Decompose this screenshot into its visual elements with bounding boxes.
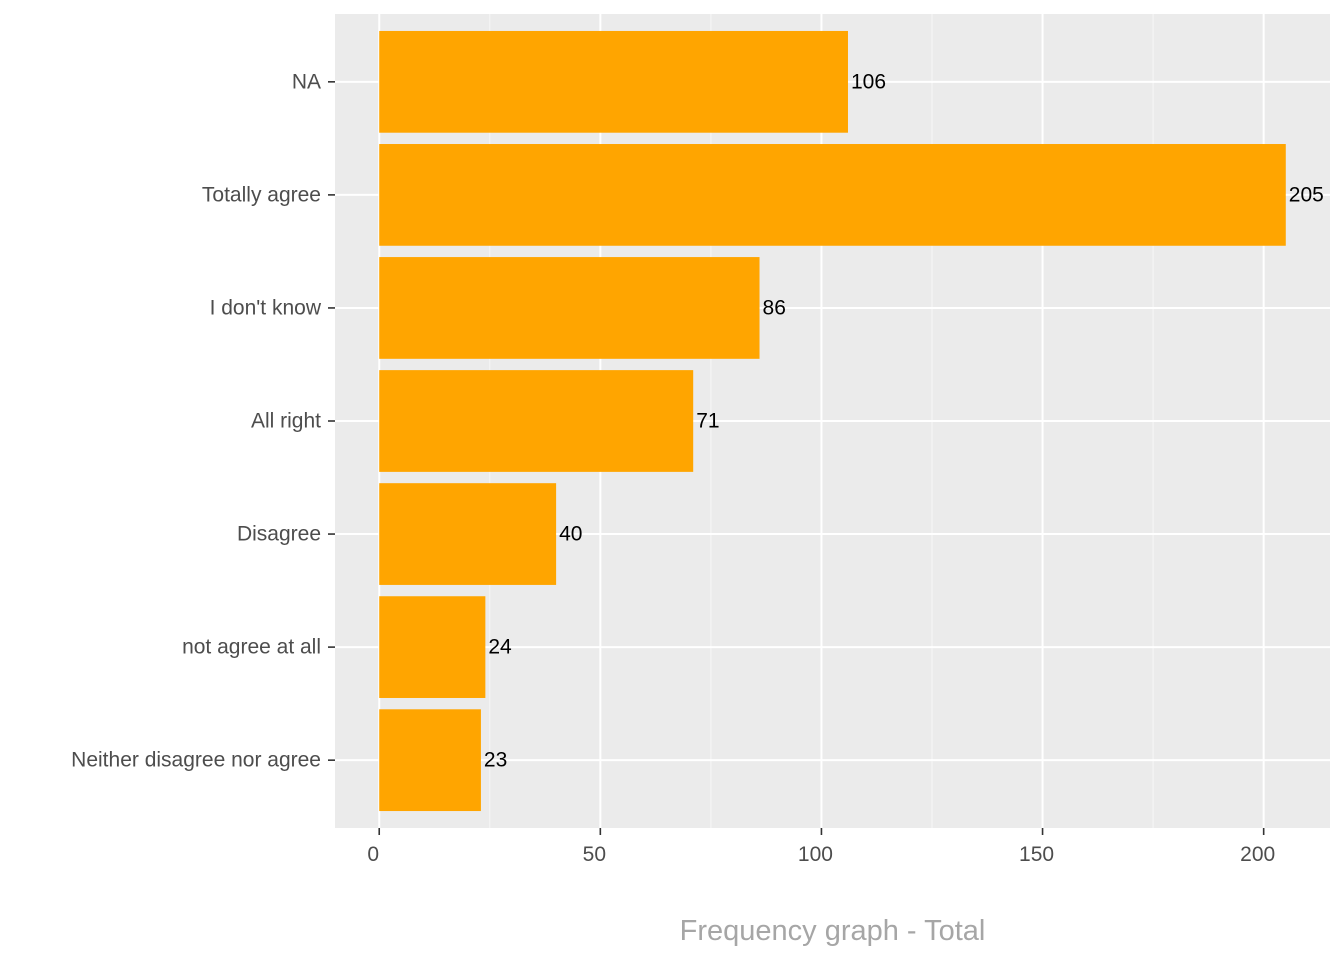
bar xyxy=(379,370,694,472)
x-tick-label: 0 xyxy=(367,843,379,866)
bar xyxy=(379,596,486,698)
bar xyxy=(379,257,760,359)
category-label: I don't know xyxy=(210,296,322,319)
data-label: 205 xyxy=(1289,183,1324,206)
x-tick-label: 50 xyxy=(583,843,606,866)
bar xyxy=(379,30,848,133)
category-label: Neither disagree nor agree xyxy=(71,749,321,772)
category-label: All right xyxy=(251,410,321,433)
data-label: 23 xyxy=(484,749,507,772)
data-label: 40 xyxy=(559,523,582,546)
bar xyxy=(379,709,481,812)
x-tick-label: 100 xyxy=(798,843,833,866)
x-axis-title: Frequency graph - Total xyxy=(680,915,986,947)
category-label: Disagree xyxy=(237,523,321,546)
y-axis: NA Totally agree I don't know All right Disa… xyxy=(71,70,335,772)
x-tick-label: 150 xyxy=(1019,843,1054,866)
data-labels-group: 106 205 86 71 40 24 23 xyxy=(484,70,1324,771)
x-axis: 0 50 100 150 200 xyxy=(367,828,1275,866)
category-label: not agree at all xyxy=(182,636,321,659)
bar xyxy=(379,483,557,585)
data-label: 24 xyxy=(488,636,512,659)
bars-group xyxy=(379,30,1286,812)
category-label: NA xyxy=(292,70,321,93)
data-label: 71 xyxy=(696,410,719,433)
bar xyxy=(379,144,1286,246)
x-tick-label: 200 xyxy=(1240,843,1275,866)
data-label: 106 xyxy=(851,70,886,93)
category-label: Totally agree xyxy=(202,183,321,206)
data-label: 86 xyxy=(763,296,786,319)
